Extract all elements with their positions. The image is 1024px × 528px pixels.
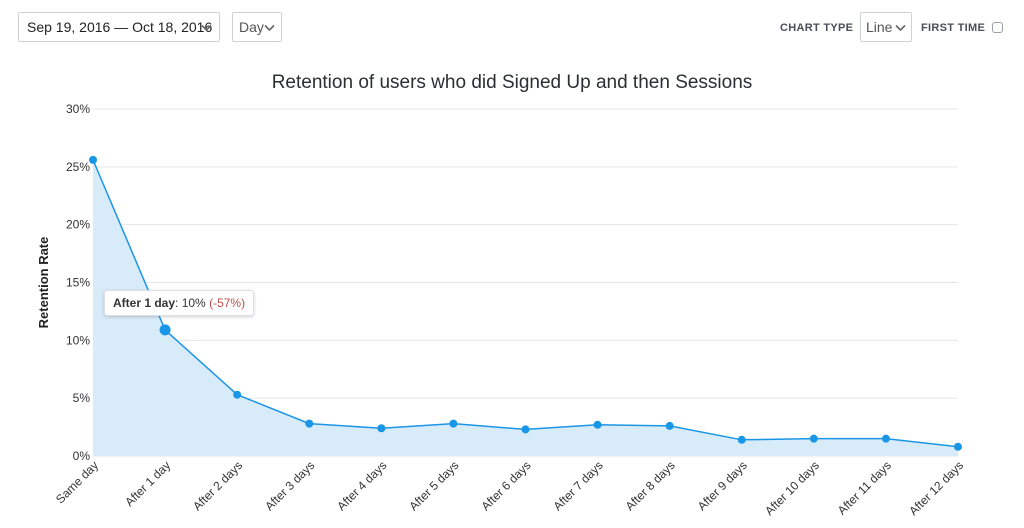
x-tick-label: After 9 days (695, 458, 750, 513)
data-point (593, 420, 602, 429)
data-point (809, 434, 818, 443)
y-tick-label: 30% (66, 102, 90, 116)
x-tick-label: After 12 days (906, 458, 966, 518)
toolbar: Sep 19, 2016 — Oct 18, 2016 Day CHART TY… (0, 0, 1024, 56)
y-tick-label: 25% (66, 160, 90, 174)
data-point (521, 425, 530, 434)
data-point (233, 390, 242, 399)
data-point (89, 155, 97, 164)
first-time-label: FIRST TIME (921, 22, 986, 34)
x-tick-label: After 5 days (406, 458, 461, 513)
x-tick-label: After 7 days (551, 458, 606, 513)
data-point (449, 419, 458, 428)
tooltip-separator: : (175, 296, 182, 310)
chart-type-label: CHART TYPE (780, 22, 854, 34)
chart-type-value: Line (866, 19, 893, 35)
y-tick-label: 5% (73, 391, 91, 405)
x-tick-label: After 3 days (262, 458, 317, 513)
data-point (305, 419, 314, 428)
data-point (737, 435, 746, 444)
y-tick-label: 0% (73, 449, 91, 463)
data-point (881, 434, 890, 443)
interval-value: Day (239, 19, 264, 35)
chart-title: Retention of users who did Signed Up and… (271, 72, 753, 93)
x-tick-label: After 11 days (835, 458, 894, 517)
date-range-picker[interactable]: Sep 19, 2016 — Oct 18, 2016 (18, 12, 220, 42)
chart-type-select[interactable]: Line (860, 12, 912, 42)
data-point-highlighted (159, 324, 171, 336)
x-tick-label: After 1 day (122, 458, 173, 509)
date-range-value: Sep 19, 2016 — Oct 18, 2016 (27, 19, 213, 35)
y-axis-label: Retention Rate (36, 237, 51, 329)
y-tick-label: 20% (66, 218, 90, 232)
x-tick-label: After 4 days (334, 458, 389, 513)
interval-select[interactable]: Day (232, 12, 282, 42)
x-tick-label: After 2 days (190, 458, 245, 513)
y-tick-label: 10% (66, 333, 90, 347)
data-point (954, 442, 962, 451)
tooltip-label: After 1 day (113, 296, 176, 310)
chevron-down-icon (201, 13, 212, 41)
tooltip-value: 10% (181, 296, 206, 310)
y-tick-label: 15% (66, 276, 90, 290)
x-tick-label: Same day (53, 458, 101, 506)
x-tick-label: After 8 days (623, 458, 678, 513)
tooltip-change: (-57%) (209, 296, 246, 310)
x-tick-label: After 6 days (478, 458, 533, 513)
first-time-checkbox[interactable] (992, 22, 1003, 33)
chevron-down-icon (895, 13, 906, 41)
data-point (377, 424, 386, 433)
chevron-down-icon (264, 13, 275, 41)
data-tooltip: After 1 day: 10% (-57%) (104, 290, 255, 316)
series-area (93, 159, 958, 457)
x-tick-label: After 10 days (762, 458, 822, 518)
data-point (665, 421, 674, 430)
